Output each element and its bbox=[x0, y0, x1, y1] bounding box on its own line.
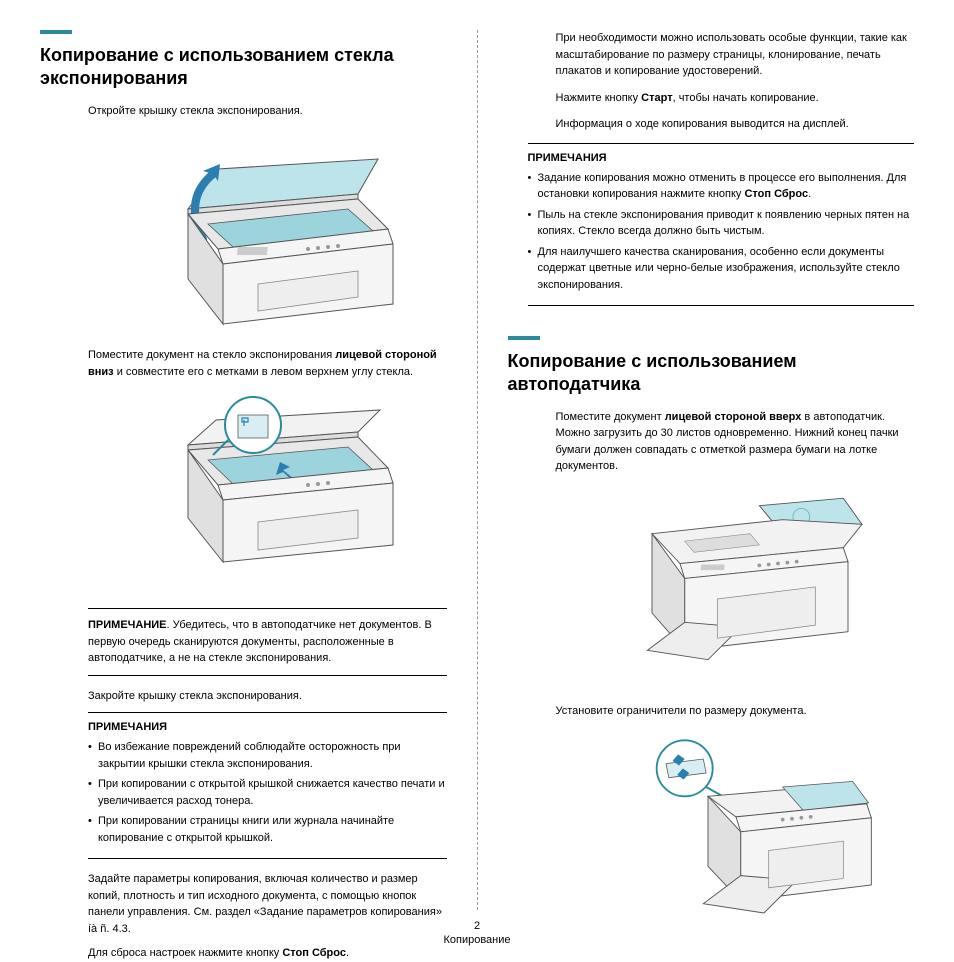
figure-open-lid bbox=[90, 129, 447, 332]
r-step2: Установите ограничители по размеру докум… bbox=[556, 703, 915, 720]
notes-label: ПРИМЕЧАНИЯ bbox=[88, 721, 447, 733]
list-item: Пыль на стекле экспонирования приводит к… bbox=[528, 207, 915, 240]
step3-text: Закройте крышку стекла экспонирования. bbox=[88, 688, 447, 705]
left-heading: Копирование с использованием стекла эксп… bbox=[40, 44, 447, 91]
list-item: Во избежание повреждений соблюдайте осто… bbox=[88, 739, 447, 772]
figure-place-doc bbox=[90, 390, 447, 593]
printer-guides-icon bbox=[596, 729, 876, 929]
note1-block: ПРИМЕЧАНИЕ. Убедитесь, что в автоподатчи… bbox=[88, 608, 447, 676]
step5-bold: Стоп Сброс bbox=[282, 947, 346, 959]
intro2: Нажмите кнопку Старт, чтобы начать копир… bbox=[556, 90, 915, 107]
step2-pre: Поместите документ на стекло экспонирова… bbox=[88, 349, 335, 361]
notes-list-left: Во избежание повреждений соблюдайте осто… bbox=[88, 739, 447, 846]
step2-text: Поместите документ на стекло экспонирова… bbox=[88, 347, 447, 380]
li1-bold: Стоп Сброс bbox=[744, 188, 808, 200]
list-item: Задание копирования можно отменить в про… bbox=[528, 170, 915, 203]
note1-label: ПРИМЕЧАНИЕ bbox=[88, 619, 167, 631]
step2-post: и совместите его с метками в левом верхн… bbox=[114, 366, 413, 378]
note1-text: ПРИМЕЧАНИЕ. Убедитесь, что в автоподатчи… bbox=[88, 617, 447, 667]
figure-adf-guides bbox=[558, 729, 915, 932]
list-item: При копировании с открытой крышкой снижа… bbox=[88, 776, 447, 809]
step4-text: Задайте параметры копирования, включая к… bbox=[88, 871, 447, 937]
r-step1-pre: Поместите документ bbox=[556, 411, 665, 423]
printer-adf-icon bbox=[596, 485, 876, 685]
section-marker bbox=[508, 336, 540, 340]
notes-block-left: ПРИМЕЧАНИЯ Во избежание повреждений собл… bbox=[88, 712, 447, 859]
left-column: Копирование с использованием стекла эксп… bbox=[40, 30, 447, 910]
li1-post: . bbox=[808, 188, 811, 200]
notes-block-right-top: ПРИМЕЧАНИЯ Задание копирования можно отм… bbox=[528, 143, 915, 307]
column-divider bbox=[477, 30, 478, 910]
intro2-post: , чтобы начать копирование. bbox=[673, 92, 819, 104]
right-column: При необходимости можно использовать осо… bbox=[508, 30, 915, 910]
section-marker bbox=[40, 30, 72, 34]
intro3: Информация о ходе копирования выводится … bbox=[556, 116, 915, 133]
r-step1-bold: лицевой стороной вверх bbox=[665, 411, 802, 423]
step5-post: . bbox=[346, 947, 349, 959]
intro1: При необходимости можно использовать осо… bbox=[556, 30, 915, 80]
intro2-pre: Нажмите кнопку bbox=[556, 92, 642, 104]
list-item: Для наилучшего качества сканирования, ос… bbox=[528, 244, 915, 294]
step1-text: Откройте крышку стекла экспонирования. bbox=[88, 103, 447, 120]
r-step1: Поместите документ лицевой стороной ввер… bbox=[556, 409, 915, 475]
li1-pre: Задание копирования можно отменить в про… bbox=[538, 172, 907, 201]
right-heading: Копирование с использованием автоподатчи… bbox=[508, 350, 915, 397]
notes-label-right: ПРИМЕЧАНИЯ bbox=[528, 152, 915, 164]
step5-pre: Для сброса настроек нажмите кнопку bbox=[88, 947, 282, 959]
notes-list-right: Задание копирования можно отменить в про… bbox=[528, 170, 915, 294]
figure-adf-load bbox=[558, 485, 915, 688]
page-container: Копирование с использованием стекла эксп… bbox=[40, 30, 914, 910]
list-item: При копировании страницы книги или журна… bbox=[88, 813, 447, 846]
intro2-bold: Старт bbox=[641, 92, 672, 104]
printer-open-icon bbox=[128, 129, 408, 329]
printer-place-icon bbox=[128, 390, 408, 590]
